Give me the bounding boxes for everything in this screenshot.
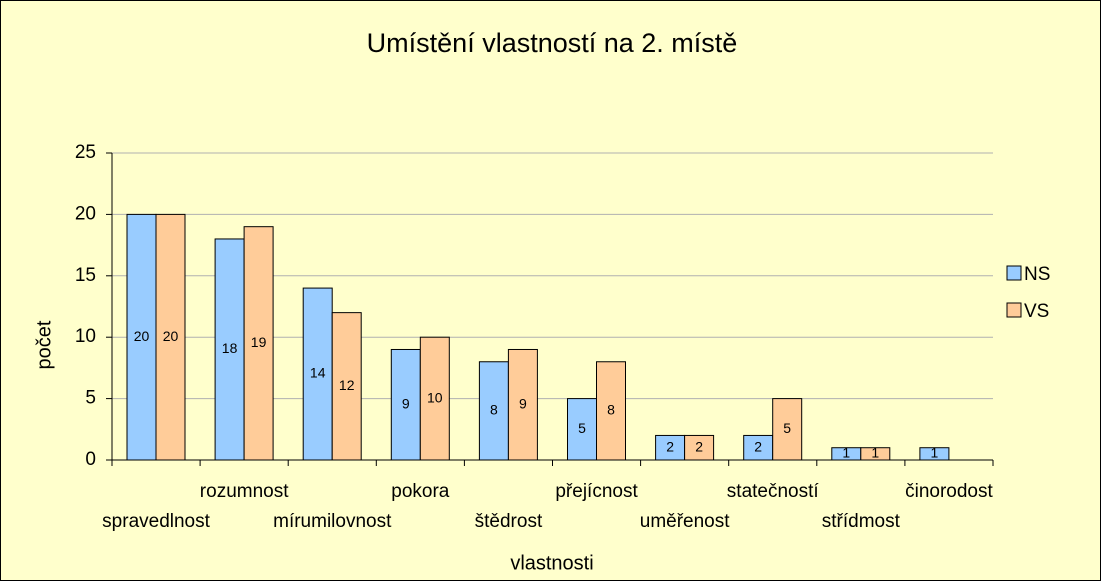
legend-label: VS — [1024, 301, 1049, 322]
data-label: 10 — [427, 389, 443, 405]
y-tick-label: 20 — [75, 203, 96, 224]
bar — [655, 434, 686, 461]
legend-swatch — [1006, 265, 1022, 281]
x-tick-label: rozumnost — [200, 481, 289, 502]
bar — [390, 348, 421, 461]
data-label: 8 — [490, 402, 498, 418]
x-tick-label: štědrost — [475, 511, 543, 532]
bar — [772, 398, 803, 461]
bar — [478, 361, 509, 461]
x-tick-label: statečností — [727, 481, 820, 502]
y-axis-title: počet — [33, 320, 55, 369]
data-label: 19 — [251, 334, 267, 350]
chart-title: Umístění vlastností na 2. místě — [367, 28, 738, 58]
legend-swatch — [1006, 302, 1022, 318]
bar — [302, 287, 333, 461]
data-label: 1 — [931, 445, 939, 461]
data-label: 18 — [222, 340, 238, 356]
data-label: 20 — [163, 328, 179, 344]
data-label: 2 — [695, 438, 703, 454]
bar — [214, 238, 245, 461]
y-tick-label: 15 — [75, 265, 96, 286]
data-label: 12 — [339, 377, 355, 393]
bar — [419, 336, 450, 461]
data-label: 5 — [578, 420, 586, 436]
x-tick-label: střídmost — [822, 511, 901, 532]
data-label: 20 — [134, 328, 150, 344]
bar — [331, 312, 362, 461]
data-label: 9 — [402, 395, 410, 411]
x-tick-label: uměřenost — [640, 511, 730, 532]
y-tick-label: 0 — [85, 449, 96, 470]
data-label: 2 — [666, 438, 674, 454]
bar — [684, 434, 715, 461]
x-tick-label: mírumilovnost — [273, 511, 392, 532]
bar — [567, 398, 597, 461]
data-label: 5 — [783, 420, 791, 436]
data-label: 1 — [871, 445, 879, 461]
data-label: 2 — [754, 438, 762, 454]
x-tick-label: přejícnost — [555, 481, 638, 502]
data-label: 8 — [607, 402, 615, 418]
bar — [860, 447, 891, 461]
bar — [126, 213, 157, 461]
bar — [596, 361, 626, 461]
bar — [243, 226, 274, 461]
data-label: 1 — [842, 445, 850, 461]
x-tick-label: spravedlnost — [102, 511, 210, 532]
legend-label: NS — [1024, 264, 1050, 285]
x-tick-label: činorodost — [905, 481, 993, 502]
y-tick-label: 10 — [75, 326, 96, 347]
data-label: 9 — [519, 395, 527, 411]
x-tick-label: pokora — [391, 481, 450, 502]
y-tick-label: 5 — [85, 388, 96, 409]
bar — [507, 348, 538, 461]
x-axis-title: vlastnosti — [510, 552, 593, 574]
bar — [919, 447, 950, 461]
bar — [155, 213, 186, 461]
y-tick-label: 25 — [75, 142, 96, 163]
data-label: 14 — [310, 365, 326, 381]
